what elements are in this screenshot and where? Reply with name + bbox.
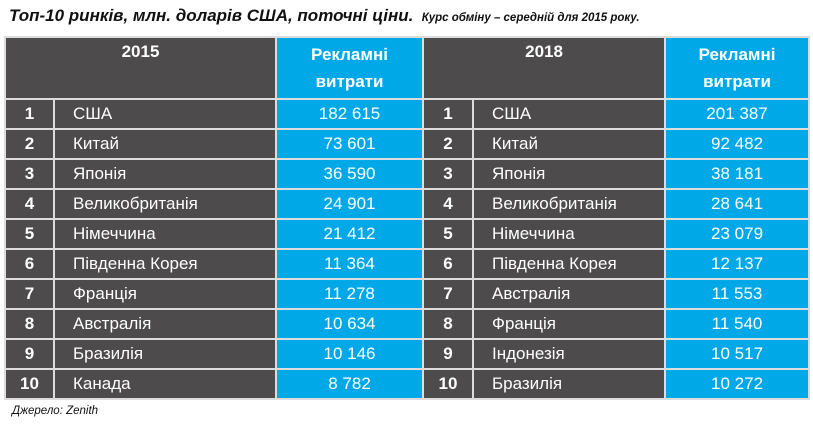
2018-rank-cell: 4 <box>422 188 475 220</box>
spend-2015-header: Рекламні витрати <box>275 36 425 100</box>
2018-rank-cell: 6 <box>422 248 475 280</box>
table-title: Топ-10 ринків, млн. доларів США, поточні… <box>9 6 640 26</box>
2015-name-cell: Німеччина <box>52 218 278 250</box>
2018-name-cell: Японія <box>472 158 667 190</box>
2018-rank-cell: 8 <box>422 308 475 340</box>
2015-spend-cell: 182 615 <box>275 98 425 130</box>
2018-name-cell: США <box>472 98 667 130</box>
header-row: 2015 Рекламні витрати 2018 Рекламні витр… <box>3 36 811 100</box>
year-2015-header: 2015 <box>3 36 278 100</box>
2018-name-cell: Франція <box>472 308 667 340</box>
2015-spend-cell: 21 412 <box>275 218 425 250</box>
table-row: 1 США 182 615 1 США 201 387 <box>4 98 811 130</box>
2015-rank-cell: 8 <box>4 308 55 340</box>
2015-spend-cell: 11 364 <box>275 248 425 280</box>
2018-spend-cell: 23 079 <box>664 218 811 250</box>
2015-name-cell: Великобританія <box>52 188 278 220</box>
2015-rank-cell: 9 <box>4 338 55 370</box>
2015-spend-cell: 8 782 <box>275 368 425 400</box>
table-row: 9 Бразилія 10 146 9 Індонезія 10 517 <box>4 338 811 370</box>
2018-spend-cell: 38 181 <box>664 158 811 190</box>
2018-name-cell: Німеччина <box>472 218 667 250</box>
table-row: 7 Франція 11 278 7 Австралія 11 553 <box>4 278 811 310</box>
2015-name-cell: США <box>52 98 278 130</box>
2018-spend-cell: 92 482 <box>664 128 811 160</box>
ad-spend-table: 2015 Рекламні витрати 2018 Рекламні витр… <box>3 36 811 400</box>
title-subtitle: Курс обміну – середній для 2015 року. <box>421 12 640 24</box>
2018-spend-cell: 12 137 <box>664 248 811 280</box>
2018-spend-cell: 201 387 <box>664 98 811 130</box>
2015-spend-cell: 24 901 <box>275 188 425 220</box>
table-row: 6 Південна Корея 11 364 6 Південна Корея 12 1… <box>4 248 811 280</box>
2015-spend-cell: 10 146 <box>275 338 425 370</box>
2015-rank-cell: 6 <box>4 248 55 280</box>
2018-name-cell: Південна Корея <box>472 248 667 280</box>
table-row: 5 Німеччина 21 412 5 Німеччина 23 079 <box>4 218 811 250</box>
2018-rank-cell: 9 <box>422 338 475 370</box>
2015-name-cell: Південна Корея <box>52 248 278 280</box>
2015-name-cell: Франція <box>52 278 278 310</box>
2018-spend-cell: 10 272 <box>664 368 811 400</box>
2015-rank-cell: 2 <box>4 128 55 160</box>
2015-rank-cell: 7 <box>4 278 55 310</box>
2018-spend-cell: 10 517 <box>664 338 811 370</box>
2018-spend-cell: 11 540 <box>664 308 811 340</box>
2018-spend-cell: 28 641 <box>664 188 811 220</box>
2018-spend-cell: 11 553 <box>664 278 811 310</box>
2015-name-cell: Бразилія <box>52 338 278 370</box>
table-row: 2 Китай 73 601 2 Китай 92 482 <box>4 128 811 160</box>
2015-rank-cell: 5 <box>4 218 55 250</box>
source-note: Джерело: Zenith <box>12 405 99 417</box>
2018-name-cell: Китай <box>472 128 667 160</box>
2015-name-cell: Японія <box>52 158 278 190</box>
2018-rank-cell: 7 <box>422 278 475 310</box>
2015-spend-cell: 36 590 <box>275 158 425 190</box>
2018-name-cell: Австралія <box>472 278 667 310</box>
table-row: 3 Японія 36 590 3 Японія 38 181 <box>4 158 811 190</box>
2015-spend-cell: 73 601 <box>275 128 425 160</box>
2018-name-cell: Бразилія <box>472 368 667 400</box>
title-main: Топ-10 ринків, млн. доларів США, поточні… <box>9 6 414 25</box>
2015-name-cell: Китай <box>52 128 278 160</box>
2015-name-cell: Австралія <box>52 308 278 340</box>
2015-spend-cell: 11 278 <box>275 278 425 310</box>
2018-rank-cell: 3 <box>422 158 475 190</box>
2018-rank-cell: 2 <box>422 128 475 160</box>
table-row: 8 Австралія 10 634 8 Франція 11 540 <box>4 308 811 340</box>
year-2018-header: 2018 <box>422 36 667 100</box>
2018-name-cell: Індонезія <box>472 338 667 370</box>
2015-rank-cell: 1 <box>4 98 55 130</box>
2018-name-cell: Великобританія <box>472 188 667 220</box>
2015-spend-cell: 10 634 <box>275 308 425 340</box>
2018-rank-cell: 5 <box>422 218 475 250</box>
2015-rank-cell: 3 <box>4 158 55 190</box>
2018-rank-cell: 1 <box>422 98 475 130</box>
table-row: 10 Канада 8 782 10 Бразилія 10 272 <box>4 368 811 400</box>
2015-rank-cell: 10 <box>4 368 55 400</box>
table-row: 4 Великобританія 24 901 4 Великобританія 28 6… <box>4 188 811 220</box>
2015-rank-cell: 4 <box>4 188 55 220</box>
2018-rank-cell: 10 <box>422 368 475 400</box>
spend-2018-header: Рекламні витрати <box>664 36 811 100</box>
2015-name-cell: Канада <box>52 368 278 400</box>
